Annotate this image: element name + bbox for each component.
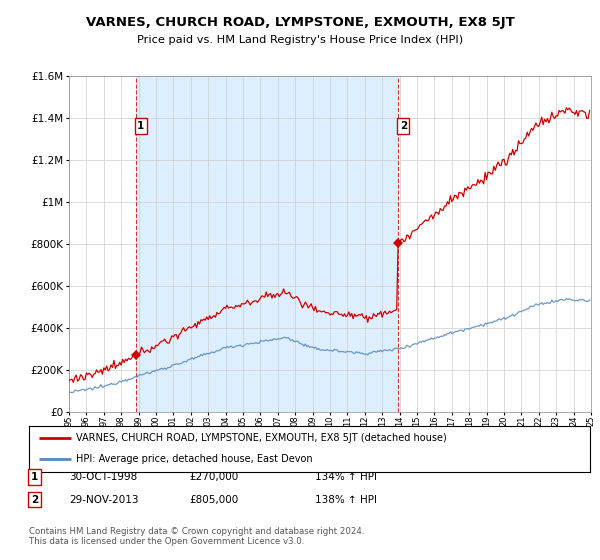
Text: 1: 1 bbox=[137, 121, 145, 131]
Text: VARNES, CHURCH ROAD, LYMPSTONE, EXMOUTH, EX8 5JT: VARNES, CHURCH ROAD, LYMPSTONE, EXMOUTH,… bbox=[86, 16, 514, 29]
Text: Contains HM Land Registry data © Crown copyright and database right 2024.
This d: Contains HM Land Registry data © Crown c… bbox=[29, 526, 364, 546]
Text: £270,000: £270,000 bbox=[189, 472, 238, 482]
Bar bbox=[136, 76, 398, 412]
Text: 30-OCT-1998: 30-OCT-1998 bbox=[69, 472, 137, 482]
Text: HPI: Average price, detached house, East Devon: HPI: Average price, detached house, East… bbox=[76, 454, 313, 464]
Text: 2: 2 bbox=[400, 121, 407, 131]
Text: Price paid vs. HM Land Registry's House Price Index (HPI): Price paid vs. HM Land Registry's House … bbox=[137, 35, 463, 45]
Text: £805,000: £805,000 bbox=[189, 494, 238, 505]
Text: 2: 2 bbox=[31, 494, 38, 505]
Text: 134% ↑ HPI: 134% ↑ HPI bbox=[315, 472, 377, 482]
Text: 138% ↑ HPI: 138% ↑ HPI bbox=[315, 494, 377, 505]
Text: 29-NOV-2013: 29-NOV-2013 bbox=[69, 494, 139, 505]
Text: 1: 1 bbox=[31, 472, 38, 482]
Text: VARNES, CHURCH ROAD, LYMPSTONE, EXMOUTH, EX8 5JT (detached house): VARNES, CHURCH ROAD, LYMPSTONE, EXMOUTH,… bbox=[76, 433, 447, 443]
